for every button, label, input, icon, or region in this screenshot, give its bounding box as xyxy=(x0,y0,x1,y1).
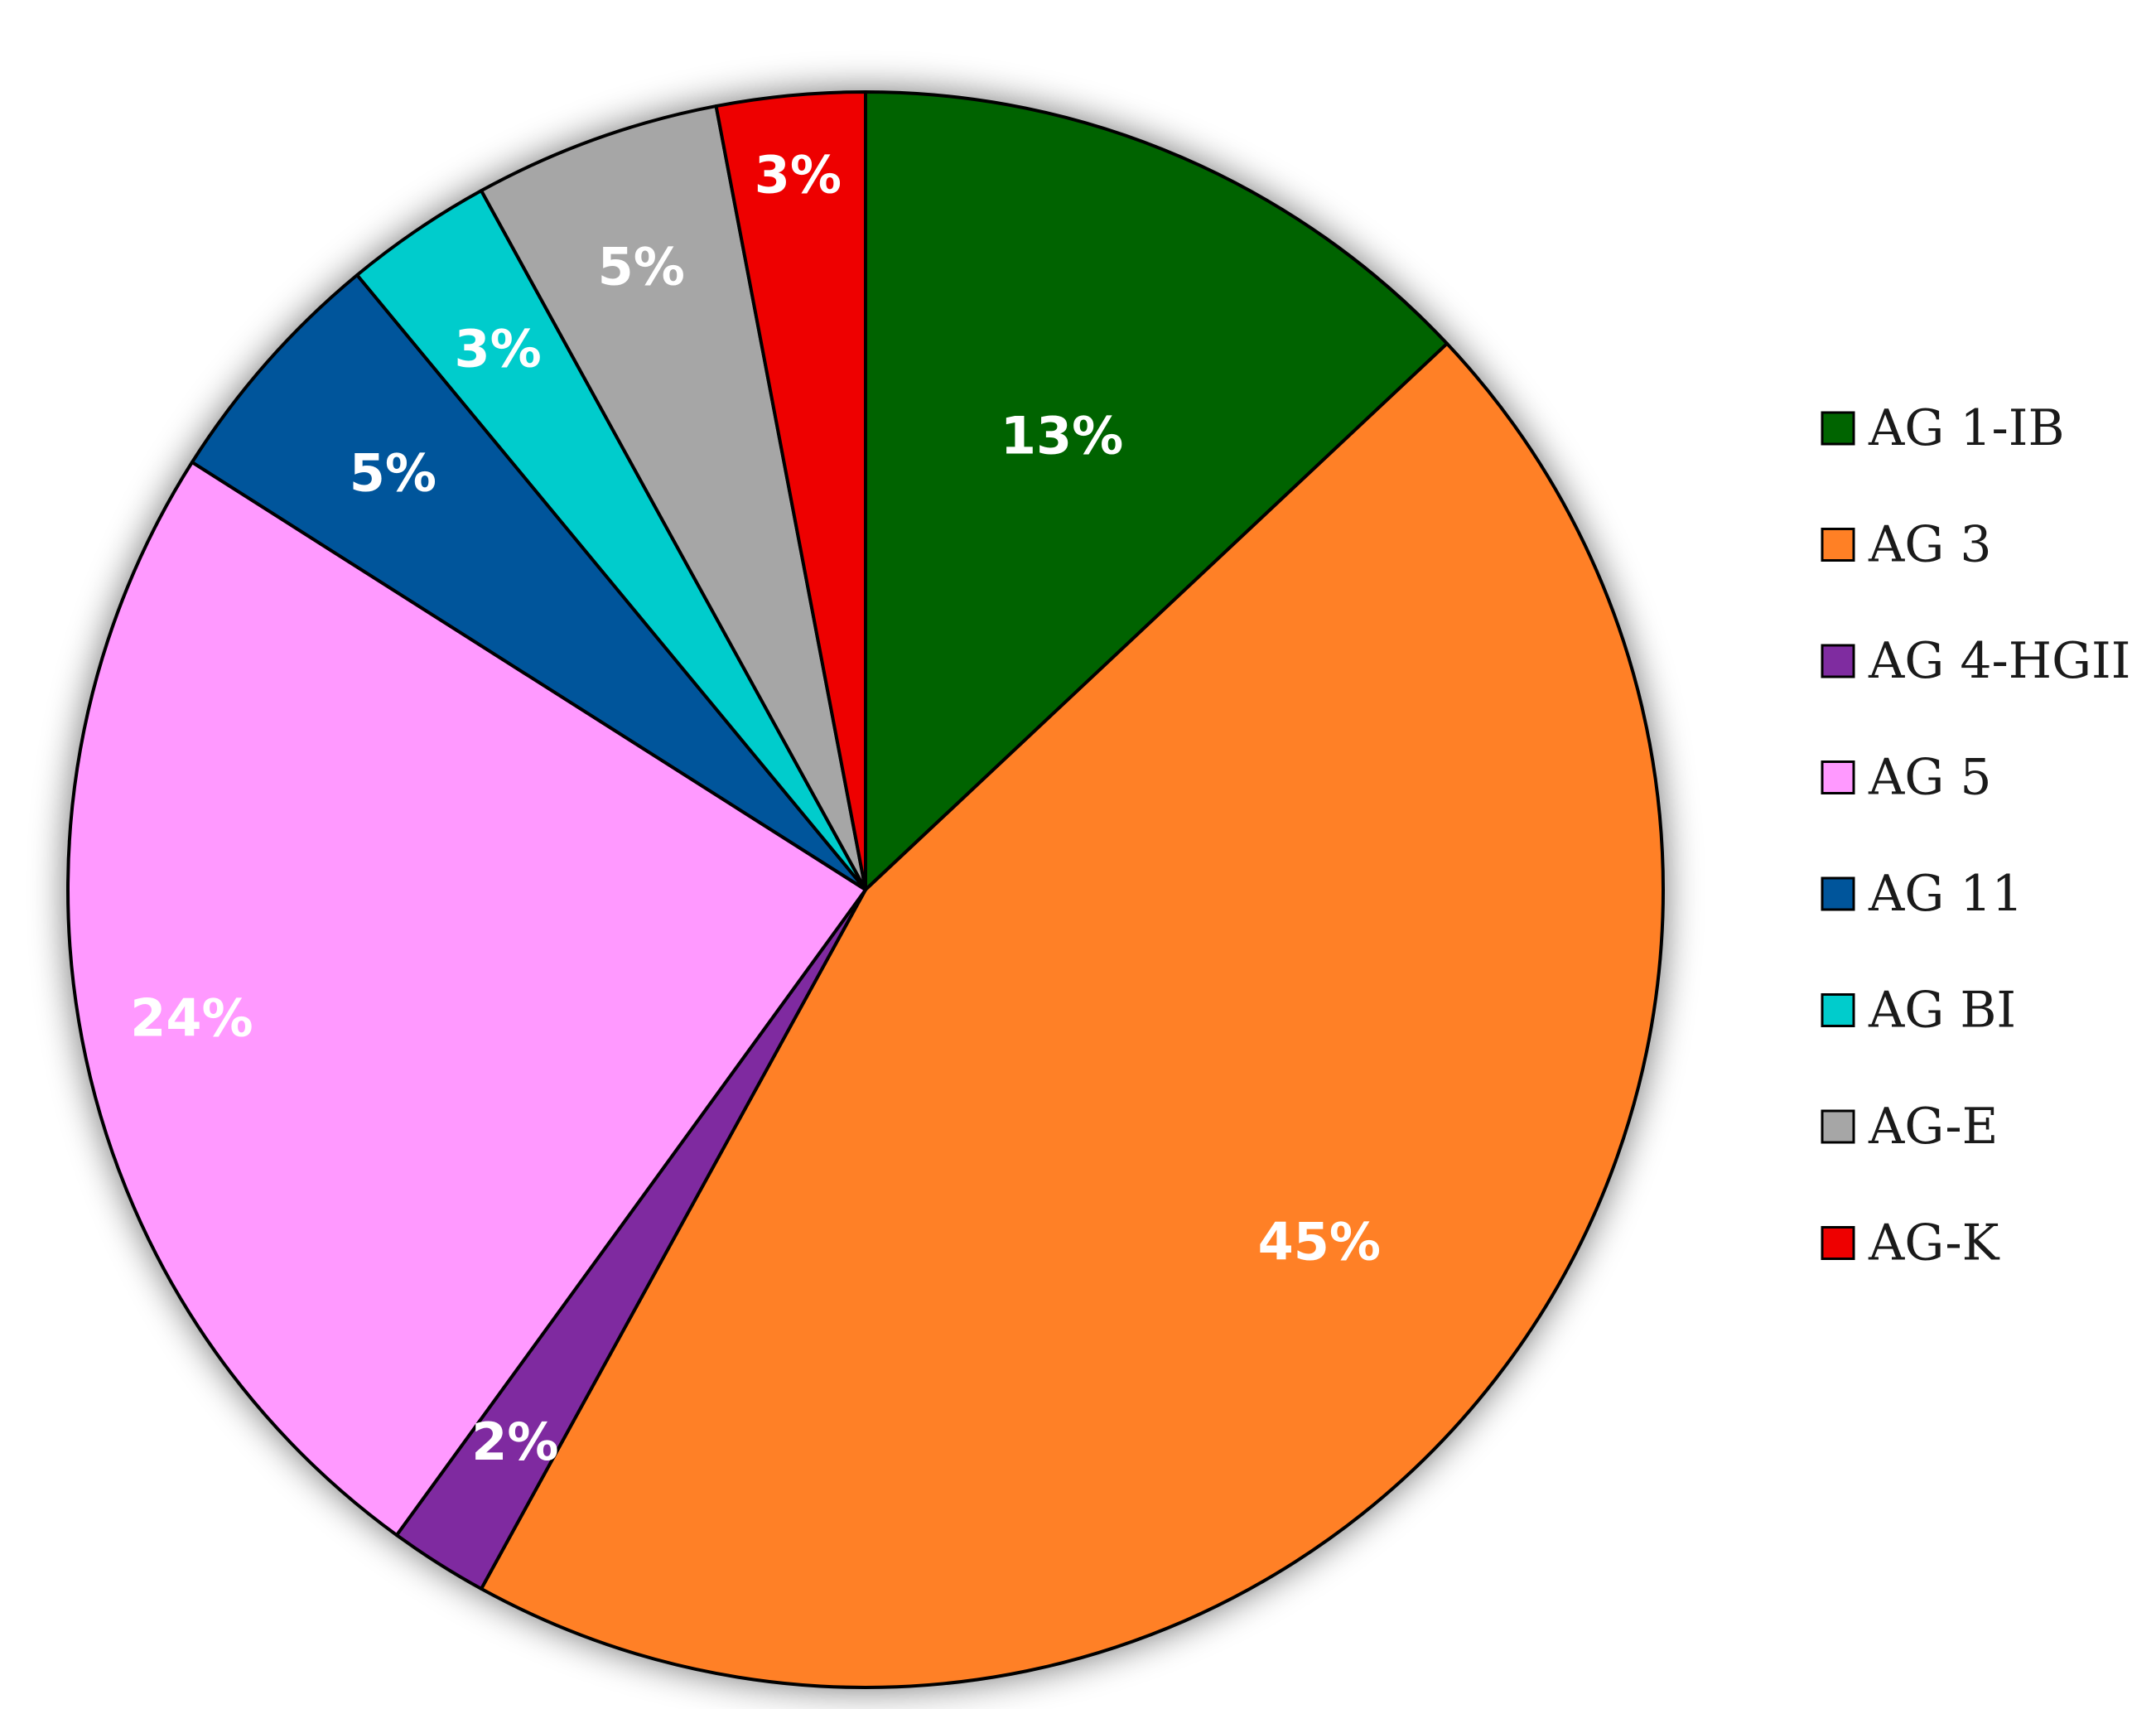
legend-item-ag-11: AG 11 xyxy=(1821,865,2023,923)
pie-slice-ag-k xyxy=(714,90,867,891)
legend-label-ag-5: AG 5 xyxy=(1868,749,1992,807)
legend-swatch-ag-1-ib xyxy=(1821,411,1855,446)
legend-item-ag-e: AG-E xyxy=(1821,1098,1998,1156)
legend-item-ag-4-hgii: AG 4-HGII xyxy=(1821,632,2130,690)
legend-item-ag-1-ib: AG 1-IB xyxy=(1821,399,2065,457)
legend-item-ag-bi: AG BI xyxy=(1821,982,2016,1040)
slice-label-ag-3: 45% xyxy=(1258,1211,1381,1272)
legend: AG 1-IB AG 3 AG 4-HGII AG 5 AG 11 AG BI AG-E AG… xyxy=(1821,399,2130,1272)
legend-swatch-ag-3 xyxy=(1821,528,1855,562)
pie-slice-ag-1-ib xyxy=(864,90,1449,891)
legend-swatch-ag-bi xyxy=(1821,993,1855,1027)
legend-label-ag-bi: AG BI xyxy=(1868,982,2016,1040)
legend-swatch-ag-e xyxy=(1821,1109,1855,1144)
legend-label-ag-11: AG 11 xyxy=(1868,865,2023,923)
slice-label-ag-4-hgii: 2% xyxy=(471,1412,558,1472)
slice-label-ag-5: 24% xyxy=(130,988,253,1049)
pie-slice-ag-e xyxy=(480,104,867,891)
legend-item-ag-5: AG 5 xyxy=(1821,749,1992,807)
pie-slice-ag-5 xyxy=(66,460,867,1538)
legend-swatch-ag-4-hgii xyxy=(1821,644,1855,678)
slice-label-ag-11: 5% xyxy=(350,442,437,503)
legend-swatch-ag-5 xyxy=(1821,760,1855,794)
legend-swatch-ag-k xyxy=(1821,1226,1855,1260)
legend-label-ag-1-ib: AG 1-IB xyxy=(1868,399,2065,457)
slice-labels: 13% 45% 2% 24% 5% 3% 5% 3% xyxy=(130,145,1381,1473)
pie-slices xyxy=(66,90,1665,1689)
slice-label-ag-bi: 3% xyxy=(455,318,542,379)
legend-label-ag-e: AG-E xyxy=(1868,1098,1998,1156)
legend-label-ag-k: AG-K xyxy=(1868,1214,2000,1272)
legend-label-ag-3: AG 3 xyxy=(1868,516,1992,574)
legend-item-ag-k: AG-K xyxy=(1821,1214,2000,1272)
slice-label-ag-k: 3% xyxy=(755,145,842,205)
pie-slice-ag-11 xyxy=(190,273,867,891)
legend-label-ag-4-hgii: AG 4-HGII xyxy=(1868,632,2130,690)
legend-swatch-ag-11 xyxy=(1821,876,1855,911)
slice-label-ag-1-ib: 13% xyxy=(1001,406,1123,466)
slice-label-ag-e: 5% xyxy=(598,236,685,297)
pie-slice-ag-3 xyxy=(480,341,1665,1689)
legend-item-ag-3: AG 3 xyxy=(1821,516,1992,574)
